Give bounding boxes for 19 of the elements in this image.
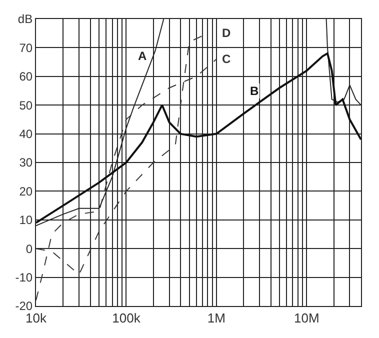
y-tick-label: 30 — [19, 156, 33, 170]
y-tick-label: -20 — [15, 299, 33, 314]
series-label: A — [138, 49, 147, 63]
y-tick-label: -10 — [15, 270, 33, 284]
series-label: D — [222, 26, 231, 40]
y-tick-label: 50 — [19, 98, 33, 112]
series-label: B — [250, 84, 259, 98]
series-label: C — [222, 52, 231, 66]
x-tick-label: 10M — [294, 310, 320, 326]
y-tick-label: 0 — [26, 242, 33, 256]
x-tick-label: 10k — [26, 310, 47, 326]
y-tick-label: 70 — [19, 40, 33, 55]
y-tick-label: 60 — [19, 70, 33, 84]
y-tick-label: 10 — [19, 213, 33, 228]
x-tick-label: 1M — [207, 310, 226, 326]
y-tick-label: 20 — [19, 184, 33, 198]
y-tick-label: dB — [18, 12, 33, 26]
y-tick-label: 40 — [19, 127, 33, 141]
x-tick-label: 100k — [112, 310, 141, 326]
